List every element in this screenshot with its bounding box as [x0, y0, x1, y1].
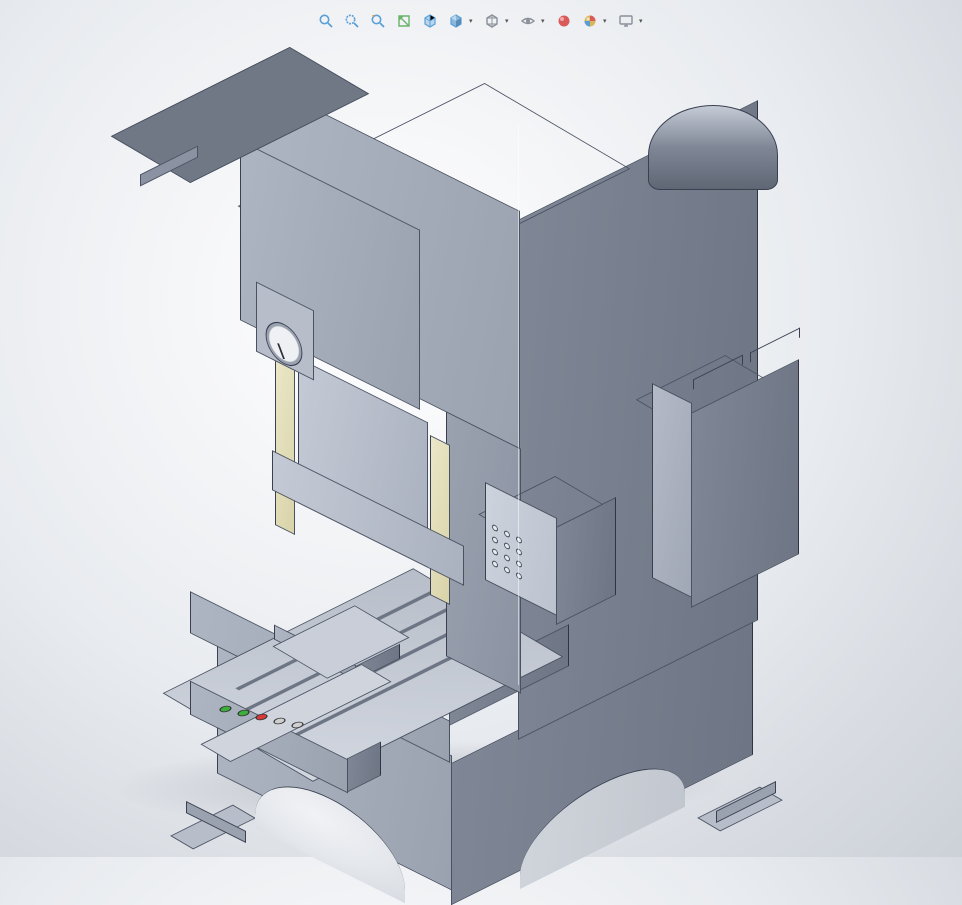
foot-plate: [186, 801, 246, 843]
head-front-face: [240, 140, 420, 410]
floor-shadow: [84, 740, 756, 830]
cabinet-bracket: [693, 355, 743, 390]
button-strip-front: [190, 681, 348, 794]
t-slot: [255, 626, 464, 731]
edit-appearance-icon[interactable]: [553, 10, 575, 32]
die-top: [272, 605, 409, 678]
cabinet-side: [691, 359, 799, 608]
table-side-face: [449, 624, 569, 726]
dropdown-arrow-icon[interactable]: ▾: [541, 17, 549, 25]
dropdown-arrow-icon[interactable]: ▾: [603, 17, 611, 25]
table-front-face: [190, 591, 450, 763]
frame-front-face: [255, 79, 520, 449]
frame-side-face: [518, 100, 758, 740]
zoom-to-fit-icon[interactable]: [315, 10, 337, 32]
stop-button: [253, 712, 270, 721]
head-bottom-face: [111, 47, 370, 183]
run-button: [235, 708, 252, 717]
previous-view-icon[interactable]: [367, 10, 389, 32]
gauge-housing: [256, 282, 314, 381]
heads-up-view-toolbar: ▾ ▾ ▾ ▾ ▾: [309, 8, 653, 34]
foot-pad: [697, 787, 783, 832]
ram-slide: [298, 358, 428, 568]
cabinet-front: [652, 383, 692, 598]
cabinet-top: [636, 355, 779, 431]
hide-show-icon[interactable]: [481, 10, 503, 32]
dropdown-arrow-icon[interactable]: ▾: [505, 17, 513, 25]
column-front-face: [446, 411, 521, 693]
pendant-front: [485, 482, 557, 616]
dropdown-arrow-icon[interactable]: ▾: [639, 17, 647, 25]
edge-highlight: [518, 125, 519, 685]
graphics-viewport[interactable]: [0, 0, 962, 857]
t-slot: [265, 646, 474, 751]
cabinet-bracket: [750, 328, 800, 363]
pendant-buttons: [489, 519, 525, 585]
aux-button: [271, 716, 288, 725]
t-slot: [235, 586, 444, 691]
visibility-icon[interactable]: [517, 10, 539, 32]
aux-button: [289, 720, 306, 729]
button-strip-top: [200, 664, 391, 762]
die-side: [355, 644, 400, 681]
guide-rail: [275, 360, 295, 535]
press-machine-model: [140, 70, 780, 840]
base-arch: [520, 742, 685, 889]
ram-bolster: [272, 450, 464, 586]
base-side-face: [451, 613, 753, 905]
zoom-area-icon[interactable]: [341, 10, 363, 32]
pendant-top: [478, 476, 604, 543]
display-style-icon[interactable]: [445, 10, 467, 32]
apply-scene-icon[interactable]: [579, 10, 601, 32]
base-front-face: [217, 638, 452, 890]
foot-pad: [170, 805, 256, 850]
pendant-arm: [140, 146, 198, 187]
motor-housing: [648, 105, 778, 190]
frame-top-face: [238, 83, 631, 292]
view-orientation-icon[interactable]: [419, 10, 441, 32]
die-front: [274, 625, 356, 681]
base-arch: [255, 761, 405, 904]
section-view-icon[interactable]: [393, 10, 415, 32]
pressure-gauge-icon: [266, 315, 303, 373]
dropdown-arrow-icon[interactable]: ▾: [469, 17, 477, 25]
view-settings-icon[interactable]: [615, 10, 637, 32]
pendant-side: [556, 497, 616, 625]
t-slot: [245, 606, 454, 711]
foot-plate: [716, 781, 776, 823]
run-button: [217, 704, 234, 713]
guide-rail: [430, 435, 450, 605]
button-strip-side: [347, 742, 381, 793]
gauge-needle: [277, 343, 285, 359]
table-top-face: [163, 568, 564, 781]
